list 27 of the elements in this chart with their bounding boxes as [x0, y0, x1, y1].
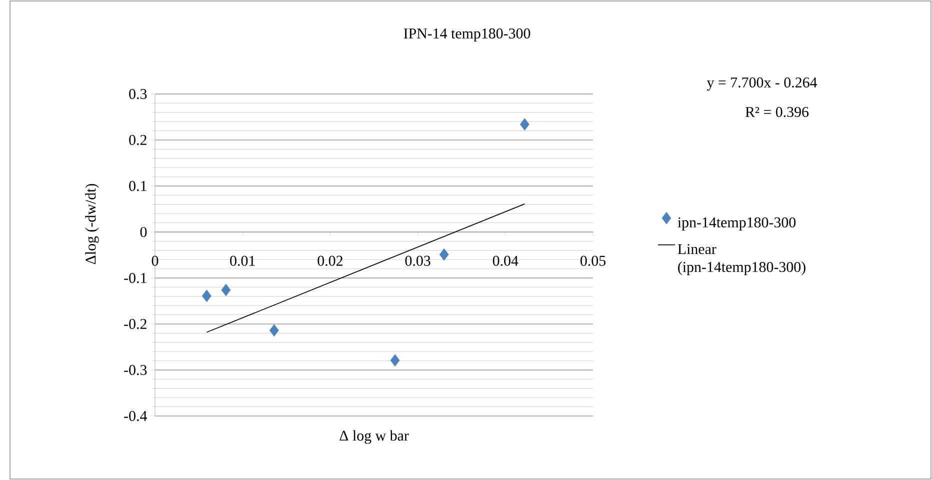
x-axis-title: Δ log w bar	[340, 430, 409, 444]
y-tick-label: -0.4	[124, 410, 147, 422]
x-tick-label: 0.04	[492, 256, 518, 266]
point	[390, 354, 400, 367]
y-tick-label: 0	[140, 226, 147, 238]
x-tick-label: 0.05	[580, 256, 606, 266]
legend-label: Linear (ipn-14temp180-300)	[678, 244, 806, 276]
point	[520, 118, 530, 131]
text: y = 7.700x - 0.264	[706, 77, 818, 91]
point	[221, 284, 231, 296]
x-tick-label: 0	[152, 256, 158, 266]
y-axis-title: Δlog (-dw/dt)	[85, 184, 99, 264]
y-tick-label: 0.3	[129, 88, 147, 100]
x-tick-label: 0.03	[405, 256, 430, 266]
y-tick-label: 0.2	[129, 134, 146, 146]
legend-label: ipn-14temp180-300	[678, 217, 796, 230]
y-tick-label: 0.1	[129, 180, 146, 192]
x-tick-label: 0.01	[230, 256, 255, 266]
point	[269, 324, 279, 337]
point	[439, 248, 449, 261]
text: R² = 0.396	[745, 106, 809, 118]
x-tick-label: 0.02	[318, 256, 342, 266]
y-tick-label: -0.1	[124, 272, 146, 284]
y-tick-label: -0.3	[124, 364, 147, 376]
chart-title: IPN-14 temp180-300	[404, 28, 530, 42]
point	[202, 290, 212, 302]
y-tick-label: -0.2	[124, 318, 146, 330]
